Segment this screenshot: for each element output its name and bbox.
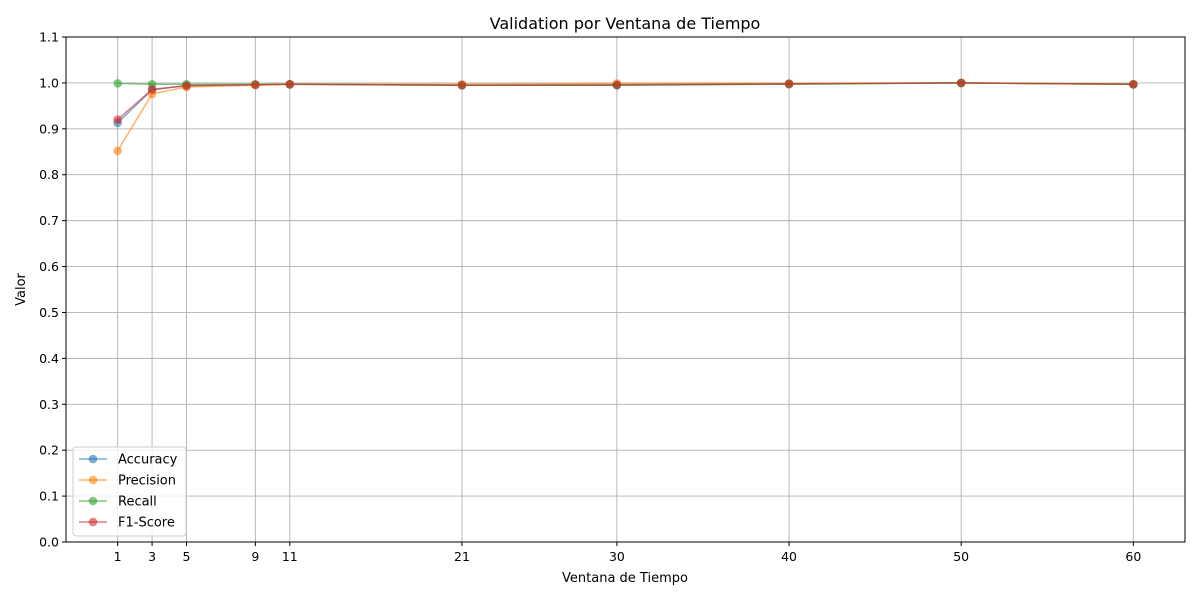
chart-title: Validation por Ventana de Tiempo: [490, 14, 761, 33]
y-tick-label: 0.1: [39, 489, 59, 504]
legend-marker: [88, 496, 98, 506]
y-tick-label: 0.4: [39, 351, 59, 366]
y-axis-label: Valor: [14, 272, 29, 305]
legend-label: F1-Score: [118, 516, 175, 531]
data-point: [113, 79, 122, 88]
x-tick-label: 3: [148, 549, 156, 564]
x-axis-ticks: 1 3 5 9 11 21 30 40 50 60: [114, 542, 1141, 564]
y-tick-label: 0.8: [39, 167, 59, 182]
series-line: [117, 82, 1134, 124]
series-layer: [113, 78, 1138, 156]
legend-marker: [88, 475, 98, 485]
legend-item: Accuracy: [79, 453, 178, 468]
x-tick-label: 60: [1125, 549, 1141, 564]
data-point: [784, 79, 794, 89]
series-line: [117, 82, 1134, 152]
legend-label: Recall: [118, 495, 157, 510]
x-tick-label: 5: [183, 549, 191, 564]
y-tick-label: 0.2: [39, 443, 59, 458]
data-point: [113, 115, 122, 124]
legend-item: Precision: [79, 474, 176, 489]
data-point: [956, 78, 966, 88]
x-tick-label: 30: [609, 549, 625, 564]
y-tick-label: 0.7: [39, 213, 59, 228]
y-tick-label: 1.1: [39, 30, 59, 45]
legend-marker: [88, 517, 98, 527]
y-tick-label: 0.6: [39, 259, 59, 274]
y-tick-label: 1.0: [39, 75, 59, 90]
y-axis-ticks: 0.0 0.1 0.2 0.3 0.4 0.5 0.6 0.7 0.8 0.9 1.0 1.1: [39, 30, 66, 550]
data-point: [147, 85, 157, 94]
legend-label: Accuracy: [118, 453, 178, 468]
legend-item: Recall: [79, 495, 157, 510]
series-line: [117, 82, 1134, 121]
data-point: [457, 80, 467, 90]
x-tick-label: 40: [781, 549, 797, 564]
y-tick-label: 0.0: [39, 535, 59, 550]
grid-lines: [66, 36, 1185, 543]
data-point: [285, 79, 295, 89]
series-f1-score: [113, 78, 1138, 124]
x-tick-label: 50: [953, 549, 969, 564]
legend-item: F1-Score: [79, 516, 175, 531]
x-tick-label: 1: [114, 549, 122, 564]
data-point: [612, 80, 622, 90]
data-point: [1129, 79, 1138, 89]
data-point: [113, 146, 122, 156]
legend: Accuracy Precision Recall F1-Score: [72, 446, 187, 537]
series-precision: [113, 78, 1138, 156]
data-point: [182, 81, 191, 90]
x-axis-label: Ventana de Tiempo: [562, 571, 688, 586]
y-tick-label: 0.3: [39, 397, 59, 412]
x-tick-label: 11: [282, 549, 298, 564]
plot-frame: [65, 36, 1186, 543]
legend-box: [72, 446, 187, 537]
x-tick-label: 21: [454, 549, 470, 564]
legend-marker: [88, 454, 98, 464]
legend-label: Precision: [118, 474, 176, 489]
y-tick-label: 0.5: [39, 305, 59, 320]
data-point: [251, 80, 260, 90]
x-tick-label: 9: [251, 549, 259, 564]
y-tick-label: 0.9: [39, 121, 59, 136]
